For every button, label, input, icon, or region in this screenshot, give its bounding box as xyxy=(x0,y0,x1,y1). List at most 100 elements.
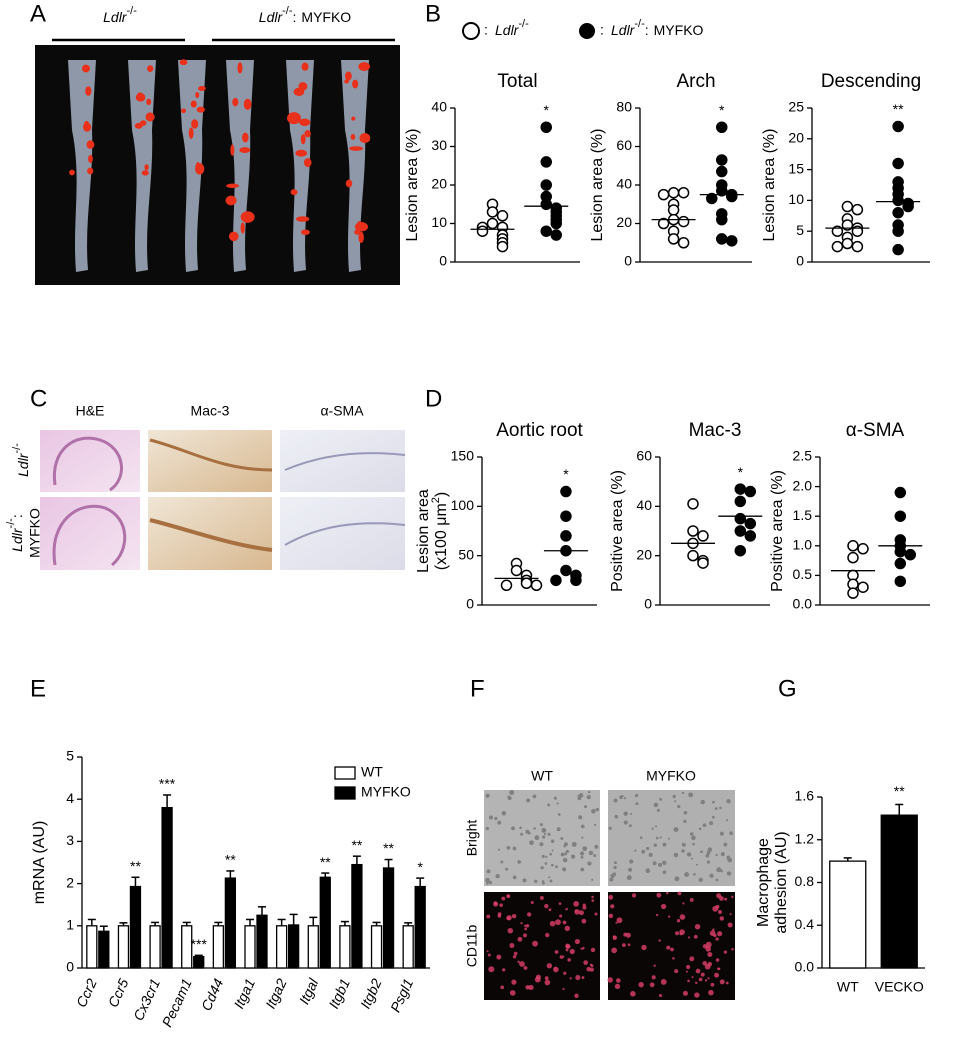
bright-speck xyxy=(551,849,554,852)
lesion-spot xyxy=(87,167,94,175)
knockout: MYFKO xyxy=(301,9,351,25)
superscript: -/- xyxy=(634,18,645,30)
bright-speck xyxy=(683,810,688,815)
bar xyxy=(86,925,98,969)
lesion-spot xyxy=(358,231,364,244)
y-tick-label: 30 xyxy=(431,137,447,153)
bright-speck xyxy=(501,810,507,816)
cell-dot xyxy=(715,958,720,962)
bar xyxy=(98,930,110,969)
bright-speck xyxy=(648,852,653,857)
bright-speck xyxy=(560,837,564,840)
data-point xyxy=(831,240,844,253)
bright-speck xyxy=(543,833,547,836)
bright-speck xyxy=(556,802,559,805)
bright-speck xyxy=(534,835,540,841)
cell-dot xyxy=(555,919,561,926)
significance: * xyxy=(738,464,744,480)
data-point xyxy=(726,235,738,247)
cell-dot xyxy=(594,912,598,916)
bright-speck xyxy=(674,876,680,882)
data-point xyxy=(726,190,738,203)
bright-speck xyxy=(614,814,619,819)
bright-speck xyxy=(674,800,677,803)
bright-speck xyxy=(696,863,699,866)
cell-dot xyxy=(582,905,587,910)
bright-speck xyxy=(542,835,546,839)
bright-speck xyxy=(512,875,517,880)
genotype-label: Ldlr-/-: MYFKO xyxy=(259,5,352,25)
aorta xyxy=(68,60,96,272)
bright-speck xyxy=(549,852,552,856)
histology-photos xyxy=(40,430,406,570)
cell-dot xyxy=(607,977,613,983)
cell-dot xyxy=(574,938,580,945)
bright-speck xyxy=(545,855,548,859)
cell-dot xyxy=(574,993,579,998)
bright-speck xyxy=(707,847,713,852)
y-tick-label: 2.5 xyxy=(793,448,813,464)
bright-speck xyxy=(571,841,577,847)
y-tick-label: 150 xyxy=(451,448,475,464)
cell-dot xyxy=(575,975,581,981)
bright-speck xyxy=(578,815,583,820)
cell-dot xyxy=(715,937,719,941)
superscript: -/- xyxy=(11,443,23,454)
bright-speck xyxy=(693,873,696,876)
aorta-body xyxy=(226,60,254,272)
data-point xyxy=(716,233,728,245)
y-tick-label: 0.8 xyxy=(795,873,815,889)
cell-dot xyxy=(712,905,719,912)
lesion-spot xyxy=(196,106,205,113)
cell-dot xyxy=(723,950,728,954)
data-point xyxy=(892,243,904,256)
cell-dot xyxy=(493,901,498,905)
data-point xyxy=(540,225,552,237)
significance: ** xyxy=(383,840,394,856)
significance: ** xyxy=(130,858,141,874)
data-point xyxy=(734,525,747,537)
y-tick-label: 2 xyxy=(66,874,74,890)
y-tick-label: 1 xyxy=(66,917,74,933)
lesion-spot xyxy=(137,92,144,100)
cell-dot xyxy=(731,895,734,899)
separator: : xyxy=(293,9,297,25)
cell-dot xyxy=(591,899,595,902)
lesion-spot xyxy=(357,221,362,227)
data-point xyxy=(496,240,509,253)
cell-dot xyxy=(719,979,725,985)
significance: * xyxy=(544,102,550,118)
y-axis-label: Positive area (%) xyxy=(609,470,626,592)
y-tick-label: 0 xyxy=(66,959,74,975)
cell-dot xyxy=(638,981,644,988)
gene: Ldlr xyxy=(611,22,636,38)
lesion-spot xyxy=(141,170,149,176)
y-axis-label: (x100 μm2) xyxy=(430,492,450,570)
y-tick-label: 0 xyxy=(439,253,447,269)
data-point xyxy=(540,121,552,133)
lesion-spot xyxy=(287,112,301,125)
cell-dot xyxy=(709,930,716,937)
cell-dot xyxy=(496,954,502,960)
bright-speck xyxy=(557,813,561,816)
bright-speck xyxy=(715,878,719,882)
cell-dot xyxy=(666,945,671,950)
bright-speck xyxy=(579,851,585,856)
bright-speck xyxy=(621,794,624,798)
cell-dot xyxy=(539,896,544,900)
cell-dot xyxy=(608,913,614,919)
cell-dot xyxy=(559,914,563,918)
y-tick-label: 20 xyxy=(431,176,447,192)
significance: *** xyxy=(159,776,176,792)
data-point xyxy=(847,540,859,552)
y-tick-label: 80 xyxy=(616,99,632,115)
lesion-spot xyxy=(350,134,356,140)
legend-swatch xyxy=(334,766,356,780)
cell-dot xyxy=(716,893,722,899)
bright-speck xyxy=(691,835,696,841)
bright-speck xyxy=(541,881,545,885)
lesion-spot xyxy=(147,65,154,72)
cell-dot xyxy=(707,977,710,980)
cell-dot xyxy=(695,981,698,985)
cell-dot xyxy=(641,944,647,951)
